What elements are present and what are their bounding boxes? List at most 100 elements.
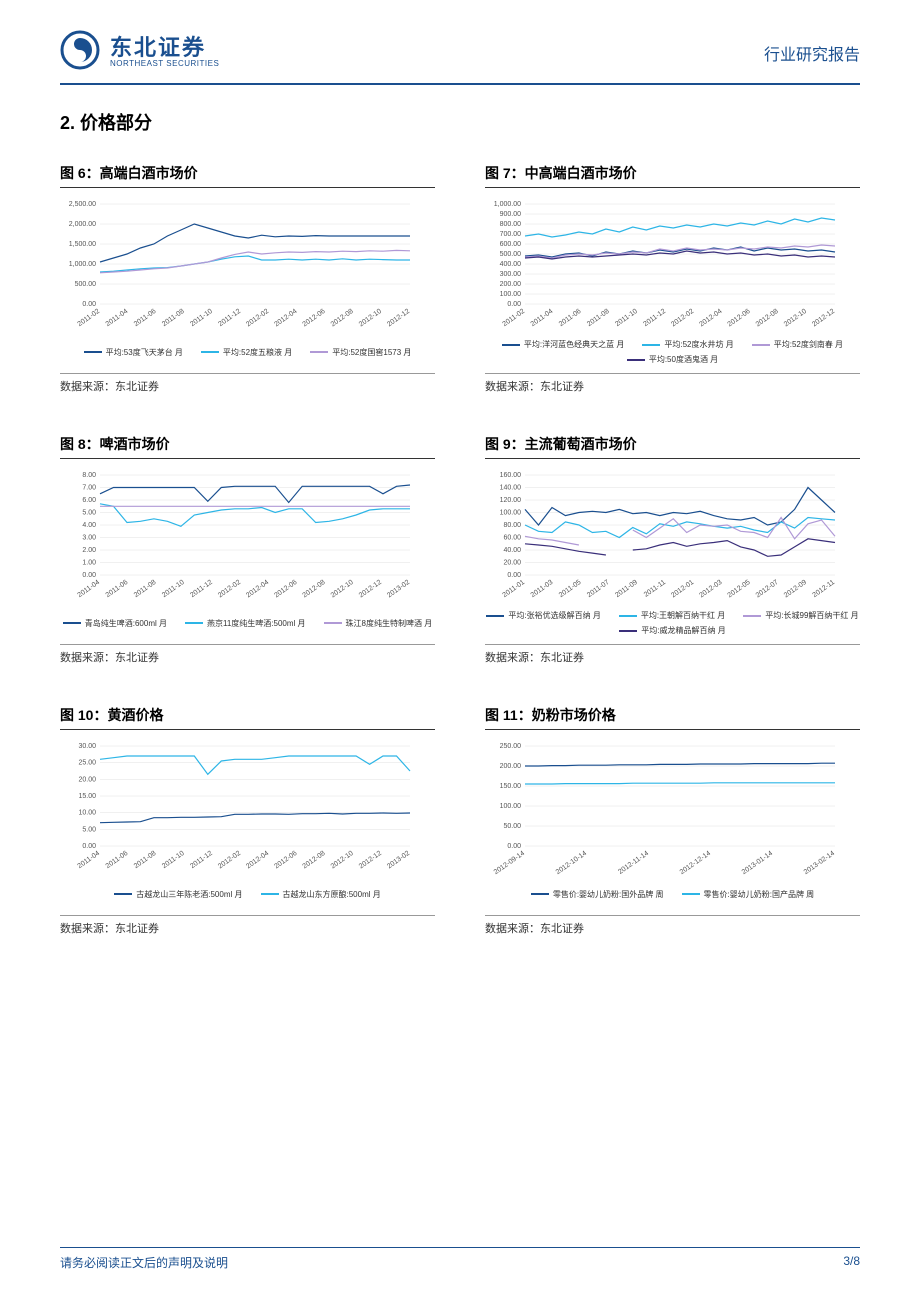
svg-text:2012-06: 2012-06 [273,850,298,871]
footer-page-number: 3/8 [843,1254,860,1271]
chart-plot: 0.00500.001,000.001,500.002,000.002,500.… [60,198,420,333]
legend-swatch [261,893,279,895]
svg-text:0.00: 0.00 [82,301,96,308]
chart-fig7: 图 7：中高端白酒市场价0.00100.00200.00300.00400.00… [485,163,860,394]
svg-text:2011-04: 2011-04 [77,850,102,870]
svg-text:2011-02: 2011-02 [77,308,102,328]
svg-text:20.00: 20.00 [78,776,96,783]
svg-text:2011-08: 2011-08 [586,308,611,328]
legend-item: 平均:52度剑南春 月 [752,339,843,350]
legend-label: 平均:53度飞天茅台 月 [106,347,183,358]
svg-text:150.00: 150.00 [500,783,522,790]
legend-item: 平均:洋河蓝色经典天之蓝 月 [502,339,624,350]
svg-text:2011-12: 2011-12 [642,308,667,328]
legend-label: 平均:张裕优选级解百纳 月 [508,610,600,621]
chart-title: 图 9：主流葡萄酒市场价 [485,434,860,459]
svg-text:2012-01: 2012-01 [670,579,695,600]
series-line [525,518,835,546]
svg-text:50.00: 50.00 [503,823,521,830]
legend-item: 燕京11度纯生啤酒:500ml 月 [185,610,306,636]
legend-item: 零售价:婴幼儿奶粉:国外品牌 周 [531,881,664,907]
svg-text:500.00: 500.00 [75,281,97,288]
svg-text:1,000.00: 1,000.00 [494,201,521,208]
svg-text:40.00: 40.00 [503,547,521,554]
svg-text:2012-09-14: 2012-09-14 [493,850,526,875]
svg-text:2013-01-14: 2013-01-14 [741,850,774,875]
legend-item: 平均:50度酒鬼酒 月 [627,354,718,365]
svg-text:2011-10: 2011-10 [161,579,186,599]
svg-text:2013-02-14: 2013-02-14 [803,850,836,875]
svg-text:2011-07: 2011-07 [586,579,611,599]
svg-text:2011-09: 2011-09 [614,579,639,599]
chart-title: 图 11：奶粉市场价格 [485,705,860,730]
series-line [100,504,410,527]
legend-swatch [682,893,700,895]
svg-text:200.00: 200.00 [500,763,522,770]
legend-item: 平均:张裕优选级解百纳 月 [486,610,600,621]
svg-text:30.00: 30.00 [78,743,96,750]
legend-label: 平均:洋河蓝色经典天之蓝 月 [524,339,624,350]
chart-fig8: 图 8：啤酒市场价0.001.002.003.004.005.006.007.0… [60,434,435,665]
svg-text:3.00: 3.00 [82,535,96,542]
legend-swatch [324,622,342,624]
series-line [525,763,835,766]
svg-text:2011-08: 2011-08 [133,579,158,599]
chart-source: 数据来源：东北证券 [485,373,860,394]
legend-label: 零售价:婴幼儿奶粉:国外品牌 周 [553,889,664,900]
svg-text:5.00: 5.00 [82,510,96,517]
svg-text:200.00: 200.00 [500,281,522,288]
svg-text:2012-12-14: 2012-12-14 [679,850,712,875]
chart-legend: 平均:张裕优选级解百纳 月平均:王朝解百纳干红 月平均:长城99解百纳干红 月平… [485,610,860,636]
svg-text:2.00: 2.00 [82,547,96,554]
legend-swatch [531,893,549,895]
svg-text:2011-10: 2011-10 [161,850,186,870]
svg-text:25.00: 25.00 [78,760,96,767]
svg-text:100.00: 100.00 [500,803,522,810]
series-line [100,250,410,272]
company-name-cn: 东北证券 [110,37,219,59]
svg-text:500.00: 500.00 [500,251,522,258]
svg-text:2011-12: 2011-12 [217,308,242,328]
svg-text:2012-12: 2012-12 [386,308,411,329]
legend-item: 平均:53度飞天茅台 月 [84,339,183,365]
svg-text:2012-08: 2012-08 [330,308,355,329]
svg-text:100.00: 100.00 [500,510,522,517]
svg-text:2,500.00: 2,500.00 [69,201,96,208]
legend-label: 平均:王朝解百纳干红 月 [641,610,725,621]
svg-text:0.00: 0.00 [507,843,521,850]
svg-text:1,000.00: 1,000.00 [69,261,96,268]
svg-text:2012-08: 2012-08 [302,579,327,600]
chart-source: 数据来源：东北证券 [60,915,435,936]
svg-text:10.00: 10.00 [78,810,96,817]
svg-text:6.00: 6.00 [82,497,96,504]
svg-text:0.00: 0.00 [82,843,96,850]
svg-text:5.00: 5.00 [82,826,96,833]
page-footer: 请务必阅读正文后的声明及说明 3/8 [60,1247,860,1271]
chart-fig10: 图 10：黄酒价格 0.00 5.00 10.00 15.00 20.00 25.00 30.… [60,705,435,936]
svg-text:2011-10: 2011-10 [614,308,639,328]
page-header: 东北证券 NORTHEAST SECURITIES 行业研究报告 [60,30,860,85]
svg-text:2011-02: 2011-02 [502,308,527,328]
svg-text:2012-11-14: 2012-11-14 [617,850,650,875]
svg-text:700.00: 700.00 [500,231,522,238]
logo-icon [60,30,100,75]
legend-label: 古越龙山东方原酿:500ml 月 [283,889,381,900]
series-line [100,756,410,774]
legend-swatch [84,351,102,353]
svg-text:800.00: 800.00 [500,221,522,228]
svg-text:2012-02: 2012-02 [217,850,242,871]
chart-title: 图 10：黄酒价格 [60,705,435,730]
svg-text:15.00: 15.00 [78,793,96,800]
chart-plot: 0.00 5.00 10.00 15.00 20.00 25.00 30.00 2011-04… [60,740,420,875]
svg-text:2012-06: 2012-06 [727,308,752,329]
chart-title: 图 8：啤酒市场价 [60,434,435,459]
legend-item: 平均:52度五粮液 月 [201,339,292,365]
legend-label: 零售价:婴幼儿奶粉:国产品牌 周 [704,889,815,900]
svg-text:250.00: 250.00 [500,743,522,750]
legend-label: 平均:长城99解百纳干红 月 [765,610,858,621]
footer-disclaimer: 请务必阅读正文后的声明及说明 [60,1254,228,1271]
chart-legend: 零售价:婴幼儿奶粉:国外品牌 周 零售价:婴幼儿奶粉:国产品牌 周 [485,881,860,907]
svg-text:2012-12: 2012-12 [358,850,383,871]
legend-swatch [114,893,132,895]
svg-text:2012-10: 2012-10 [358,308,383,329]
